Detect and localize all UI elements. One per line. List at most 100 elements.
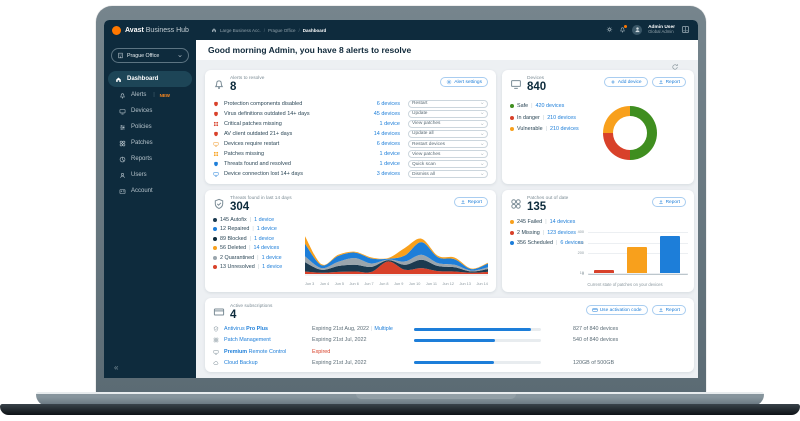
alert-label: Device connection lost 14+ days xyxy=(224,171,304,178)
legend-item: 2 Missing | 123 devices xyxy=(510,230,583,236)
org-selector[interactable]: Prague Office xyxy=(111,48,189,63)
legend-devices-link[interactable]: 6 devices xyxy=(560,240,584,246)
user-name: Admin User xyxy=(648,24,675,30)
legend-devices-link[interactable]: 420 devices xyxy=(535,103,565,109)
alert-devices-link[interactable]: 14 devices xyxy=(373,130,400,137)
monitor-icon xyxy=(213,171,219,177)
legend-devices-link[interactable]: 123 devices xyxy=(547,229,576,236)
threats-legend: 145 Autofix | 1 device 12 Repaired | 1 device… xyxy=(213,217,282,270)
threats-count: 304 xyxy=(230,201,250,213)
cloud-icon xyxy=(213,360,219,366)
refresh-icon[interactable] xyxy=(671,63,679,71)
monitor-icon xyxy=(119,108,126,115)
legend-dot xyxy=(510,220,514,224)
sidebar-item-patches[interactable]: Patches xyxy=(108,135,192,151)
bar-missing xyxy=(594,269,614,273)
divider: | xyxy=(542,114,545,121)
legend-devices-link[interactable]: 14 devices xyxy=(549,219,576,225)
sidebar-item-users[interactable]: Users xyxy=(108,167,192,183)
alert-devices-link[interactable]: 1 device xyxy=(379,120,401,127)
add-device-button[interactable]: Add device xyxy=(603,77,648,87)
breadcrumb-item[interactable]: Prague Office xyxy=(268,27,296,33)
alert-label: Protection components disabled xyxy=(224,100,303,107)
alert-devices-link[interactable]: 3 devices xyxy=(376,171,400,178)
alert-action-select[interactable]: Update all xyxy=(408,129,488,138)
legend-devices-link[interactable]: 210 devices xyxy=(547,114,576,121)
sidebar-item-devices[interactable]: Devices xyxy=(108,103,192,119)
alert-devices-link[interactable]: 1 device xyxy=(379,151,401,158)
alert-devices-link[interactable]: 1 device xyxy=(379,161,401,168)
subscription-row: Premium Remote Control Expired xyxy=(213,348,686,356)
alert-action-select[interactable]: Restart xyxy=(408,99,488,108)
alert-settings-button[interactable]: Alert settings xyxy=(440,77,488,87)
y-tick-label: 300 xyxy=(577,240,584,245)
breadcrumb-item[interactable]: Dashboard xyxy=(302,27,327,33)
subscription-name-link[interactable]: Premium Remote Control xyxy=(224,348,287,355)
divider: | xyxy=(257,254,259,261)
sidebar-item-account[interactable]: Account xyxy=(108,183,192,199)
legend-devices-link[interactable]: 14 devices xyxy=(253,245,280,252)
alert-action-select[interactable]: Quick scan xyxy=(408,160,488,169)
monitor-icon xyxy=(213,349,219,355)
devices-report-button[interactable]: Report xyxy=(651,77,686,87)
subscriptions-report-button[interactable]: Report xyxy=(651,305,686,315)
alert-devices-link[interactable]: 6 devices xyxy=(376,100,400,107)
laptop-base xyxy=(36,392,764,406)
sidebar-item-reports[interactable]: Reports xyxy=(108,151,192,167)
notifications-icon[interactable] xyxy=(619,25,628,33)
legend-devices-link[interactable]: 1 device xyxy=(262,263,283,270)
pie-icon xyxy=(119,156,126,163)
devices-card: Devices 840 Add device Report Safe | 420 d… xyxy=(502,70,694,184)
devices-count: 840 xyxy=(527,81,547,93)
report-label: Report xyxy=(467,199,482,205)
subscription-name-link[interactable]: Cloud Backup xyxy=(224,359,258,366)
legend-devices-link[interactable]: 1 device xyxy=(261,254,282,261)
threats-report-button[interactable]: Report xyxy=(453,197,488,207)
topbar-right: Admin User Global Admin xyxy=(606,25,690,35)
use-activation-code-button[interactable]: Use activation code xyxy=(585,305,648,315)
alert-action-select[interactable]: Restart devices xyxy=(408,140,488,149)
download-icon xyxy=(460,199,466,205)
devices-card-header: Devices 840 xyxy=(510,76,546,94)
brand-rest: Business Hub xyxy=(145,26,189,34)
alert-devices-link[interactable]: 6 devices xyxy=(376,141,400,148)
alert-devices-link[interactable]: 45 devices xyxy=(373,110,400,117)
alert-row: Patches missing 1 device View patches xyxy=(213,150,488,159)
divider: | xyxy=(257,263,260,270)
sidebar-item-policies[interactable]: Policies xyxy=(108,119,192,135)
breadcrumb-item[interactable]: Large Business Acc. xyxy=(219,27,261,33)
alert-action-select[interactable]: View patches xyxy=(408,150,488,159)
patches-card: Patches out of date 135 Report 245 Faile… xyxy=(502,190,694,292)
bar-failed xyxy=(627,247,647,273)
chevron-down-icon xyxy=(480,172,485,177)
patches-legend: 245 Failed | 14 devices 2 Missing | 123 devic… xyxy=(510,219,583,246)
x-tick-label: Jun 10 xyxy=(408,282,421,286)
bar-scheduled xyxy=(660,235,680,273)
legend-devices-link[interactable]: 210 devices xyxy=(549,126,579,132)
legend-devices-link[interactable]: 1 device xyxy=(254,217,275,223)
collapse-sidebar-button[interactable]: « xyxy=(114,363,119,372)
patches-report-button[interactable]: Report xyxy=(651,197,686,207)
alert-action-select[interactable]: View patches xyxy=(408,119,488,128)
multiple-link[interactable]: Multiple xyxy=(374,326,393,332)
sidebar-item-label: Devices xyxy=(131,108,153,114)
console-switcher-icon[interactable] xyxy=(681,25,690,34)
download-icon xyxy=(658,79,664,85)
alert-action-select[interactable]: Dismiss all xyxy=(408,170,488,179)
idcard-icon xyxy=(119,188,126,195)
sidebar-item-alerts[interactable]: Alerts | NEW xyxy=(108,87,192,103)
sidebar-item-dashboard[interactable]: Dashboard xyxy=(108,71,192,87)
user-menu[interactable]: Admin User Global Admin xyxy=(648,25,675,35)
legend-devices-link[interactable]: 1 device xyxy=(256,226,277,233)
subscription-name-link[interactable]: Antivirus Pro Plus xyxy=(224,326,269,332)
alert-action-label: View patches xyxy=(412,121,441,127)
settings-icon[interactable] xyxy=(606,26,613,33)
avatar[interactable] xyxy=(632,24,643,35)
alert-action-select[interactable]: Update xyxy=(408,109,488,118)
activation-label: Use activation code xyxy=(599,307,642,313)
x-axis-labels: Jun 3 Jun 4 Jun 5 Jun 6 Jun 7 Jun 8 Jun 9 Jun 1… xyxy=(305,282,488,286)
subscription-name-link[interactable]: Patch Management xyxy=(224,337,271,344)
x-tick-label: Jun 3 xyxy=(305,282,315,286)
usage-bar-fill xyxy=(414,327,531,331)
legend-devices-link[interactable]: 1 device xyxy=(254,235,275,242)
